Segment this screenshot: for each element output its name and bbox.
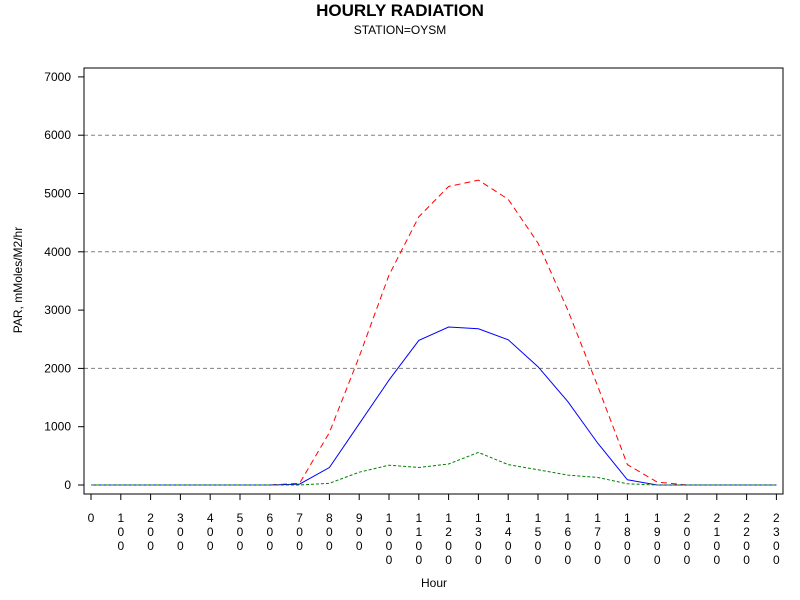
x-axis: 0 1 0 0 2 0 0 3 0 0 4 0 0 5 0 0 6 0 0 7 0 0 8 0 0 9 0 0 1 0 0 0 1 1 0 0 1 2 0 0… xyxy=(88,494,780,567)
plot-frame xyxy=(83,67,784,495)
series-line-2 xyxy=(91,326,777,486)
series-lines xyxy=(91,179,777,486)
gridlines xyxy=(84,134,783,369)
chart-subtitle: STATION=OYSM xyxy=(353,23,447,37)
y-tick-label: 6000 xyxy=(44,128,71,142)
series-line-3 xyxy=(91,451,777,486)
y-tick-label: 4000 xyxy=(44,245,71,259)
y-tick-label: 0 xyxy=(64,478,71,492)
chart-title: HOURLY RADIATION xyxy=(316,1,484,20)
y-axis: 0 1000 2000 3000 4000 5000 6000 7000 xyxy=(44,70,84,492)
y-tick-label: 3000 xyxy=(44,303,71,317)
y-axis-title: PAR, mMoles/M2/hr xyxy=(11,227,25,333)
y-tick-label: 5000 xyxy=(44,187,71,201)
x-axis-title: Hour xyxy=(421,576,447,590)
y-tick-label: 7000 xyxy=(44,70,71,84)
series-line-1 xyxy=(91,179,777,486)
y-tick-label: 1000 xyxy=(44,420,71,434)
x-tick-label: 0 xyxy=(88,511,95,525)
y-tick-label: 2000 xyxy=(44,361,71,375)
